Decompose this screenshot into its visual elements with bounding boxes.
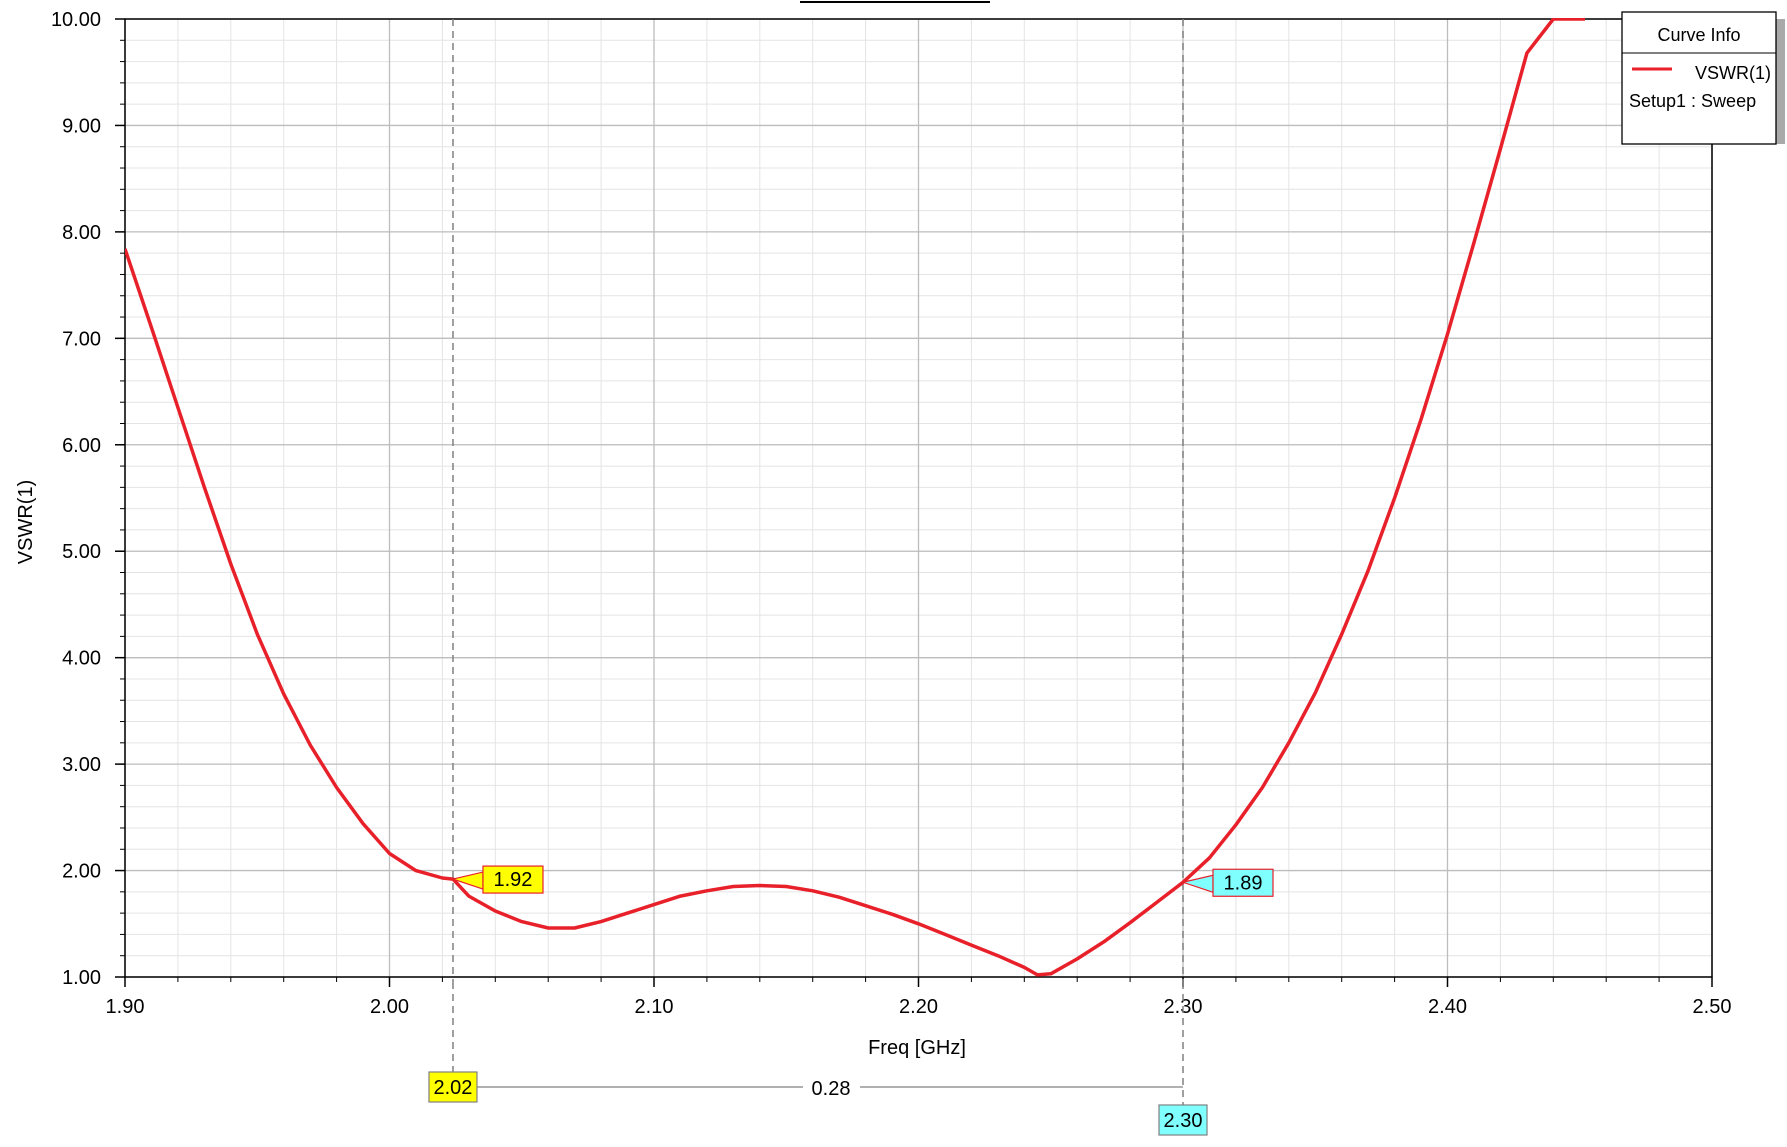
x-tick-label: 2.10 xyxy=(635,996,674,1018)
y-tick-label: 3.00 xyxy=(62,754,101,776)
marker-y-label-m1: 1.92 xyxy=(494,869,533,891)
delta-label: 0.28 xyxy=(812,1078,851,1100)
plot-frame xyxy=(124,18,1713,978)
x-axis-title: Freq [GHz] xyxy=(868,1037,966,1059)
x-tick-label: 2.40 xyxy=(1428,996,1467,1018)
y-tick-label: 2.00 xyxy=(62,861,101,883)
y-tick-label: 9.00 xyxy=(62,115,101,137)
y-tick-label: 8.00 xyxy=(62,222,101,244)
y-axis-title: VSWR(1) xyxy=(15,480,37,564)
y-tick-label: 1.00 xyxy=(62,967,101,989)
legend-entry-sub: Setup1 : Sweep xyxy=(1629,91,1756,111)
legend-entry-name: VSWR(1) xyxy=(1695,63,1771,83)
y-tick-label: 5.00 xyxy=(62,541,101,563)
legend-box xyxy=(1621,11,1777,145)
marker-x-label-m2: 2.30 xyxy=(1164,1110,1203,1132)
y-tick-label: 4.00 xyxy=(62,648,101,670)
marker-ybox-m2 xyxy=(1212,868,1274,897)
marker-x-label-m1: 2.02 xyxy=(434,1077,473,1099)
marker-xbox-m2 xyxy=(1158,1104,1208,1136)
y-tick-label: 6.00 xyxy=(62,435,101,457)
y-tick-label: 7.00 xyxy=(62,328,101,350)
x-tick-label: 2.50 xyxy=(1693,996,1732,1018)
chart-legend[interactable]: Curve Info VSWR(1) Setup1 : Sweep xyxy=(1621,11,1785,145)
x-tick-label: 1.90 xyxy=(106,996,145,1018)
series-line-vswr[interactable] xyxy=(125,18,1585,977)
x-tick-label: 2.00 xyxy=(370,996,409,1018)
legend-title: Curve Info xyxy=(1657,25,1740,45)
x-tick-label: 2.20 xyxy=(899,996,938,1018)
marker-ybox-m1 xyxy=(482,865,544,894)
y-tick-label: 10.00 xyxy=(51,9,101,31)
marker-y-label-m2: 1.89 xyxy=(1224,872,1263,894)
